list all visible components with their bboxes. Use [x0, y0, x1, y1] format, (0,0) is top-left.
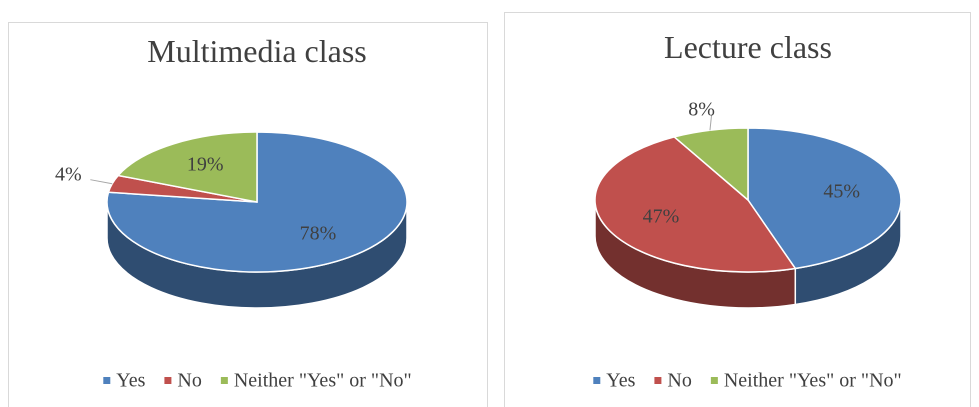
labels: 78% 4% 19%: [55, 154, 336, 245]
legend-label: Neither "Yes" or "No": [724, 370, 902, 392]
legend: Yes No Neither "Yes" or "No": [593, 370, 902, 392]
legend-swatch: [710, 377, 718, 384]
legend-item: Neither "Yes" or "No": [220, 370, 412, 392]
slice: [106, 131, 408, 273]
labels: 45% 47% 8%: [643, 99, 860, 228]
legend-item: Neither "Yes" or "No": [710, 370, 902, 392]
legend-swatch: [103, 377, 111, 384]
legend: Yes No Neither "Yes" or "No": [103, 370, 412, 392]
pie-tops: [594, 127, 902, 273]
legend-label: Yes: [606, 370, 635, 392]
legend-item: No: [164, 370, 202, 392]
legend-label: No: [667, 370, 691, 392]
data-label: 8%: [688, 99, 715, 121]
data-label: 4%: [55, 163, 82, 185]
legend-swatch: [593, 377, 601, 384]
legend-label: Neither "Yes" or "No": [234, 370, 412, 392]
slice: [672, 127, 749, 202]
data-label: 45%: [823, 181, 860, 203]
chart-title: Multimedia class: [147, 33, 367, 69]
legend-swatch: [164, 377, 172, 384]
legend-item: No: [654, 370, 692, 392]
legend-label: No: [177, 370, 201, 392]
legend-swatch: [220, 377, 228, 384]
legend-item: Yes: [103, 370, 146, 392]
data-label: 19%: [187, 154, 224, 176]
legend-item: Yes: [593, 370, 636, 392]
slice: [747, 127, 902, 270]
data-label: 47%: [643, 205, 680, 227]
data-label: 78%: [300, 222, 337, 244]
chart-title: Lecture class: [664, 29, 832, 65]
leader-line: [90, 179, 113, 185]
leader-line: [709, 114, 713, 131]
pie-tops: [106, 131, 408, 273]
slice: [594, 136, 797, 273]
legend-label: Yes: [116, 370, 145, 392]
slice: [116, 131, 258, 203]
legend-swatch: [654, 377, 662, 384]
